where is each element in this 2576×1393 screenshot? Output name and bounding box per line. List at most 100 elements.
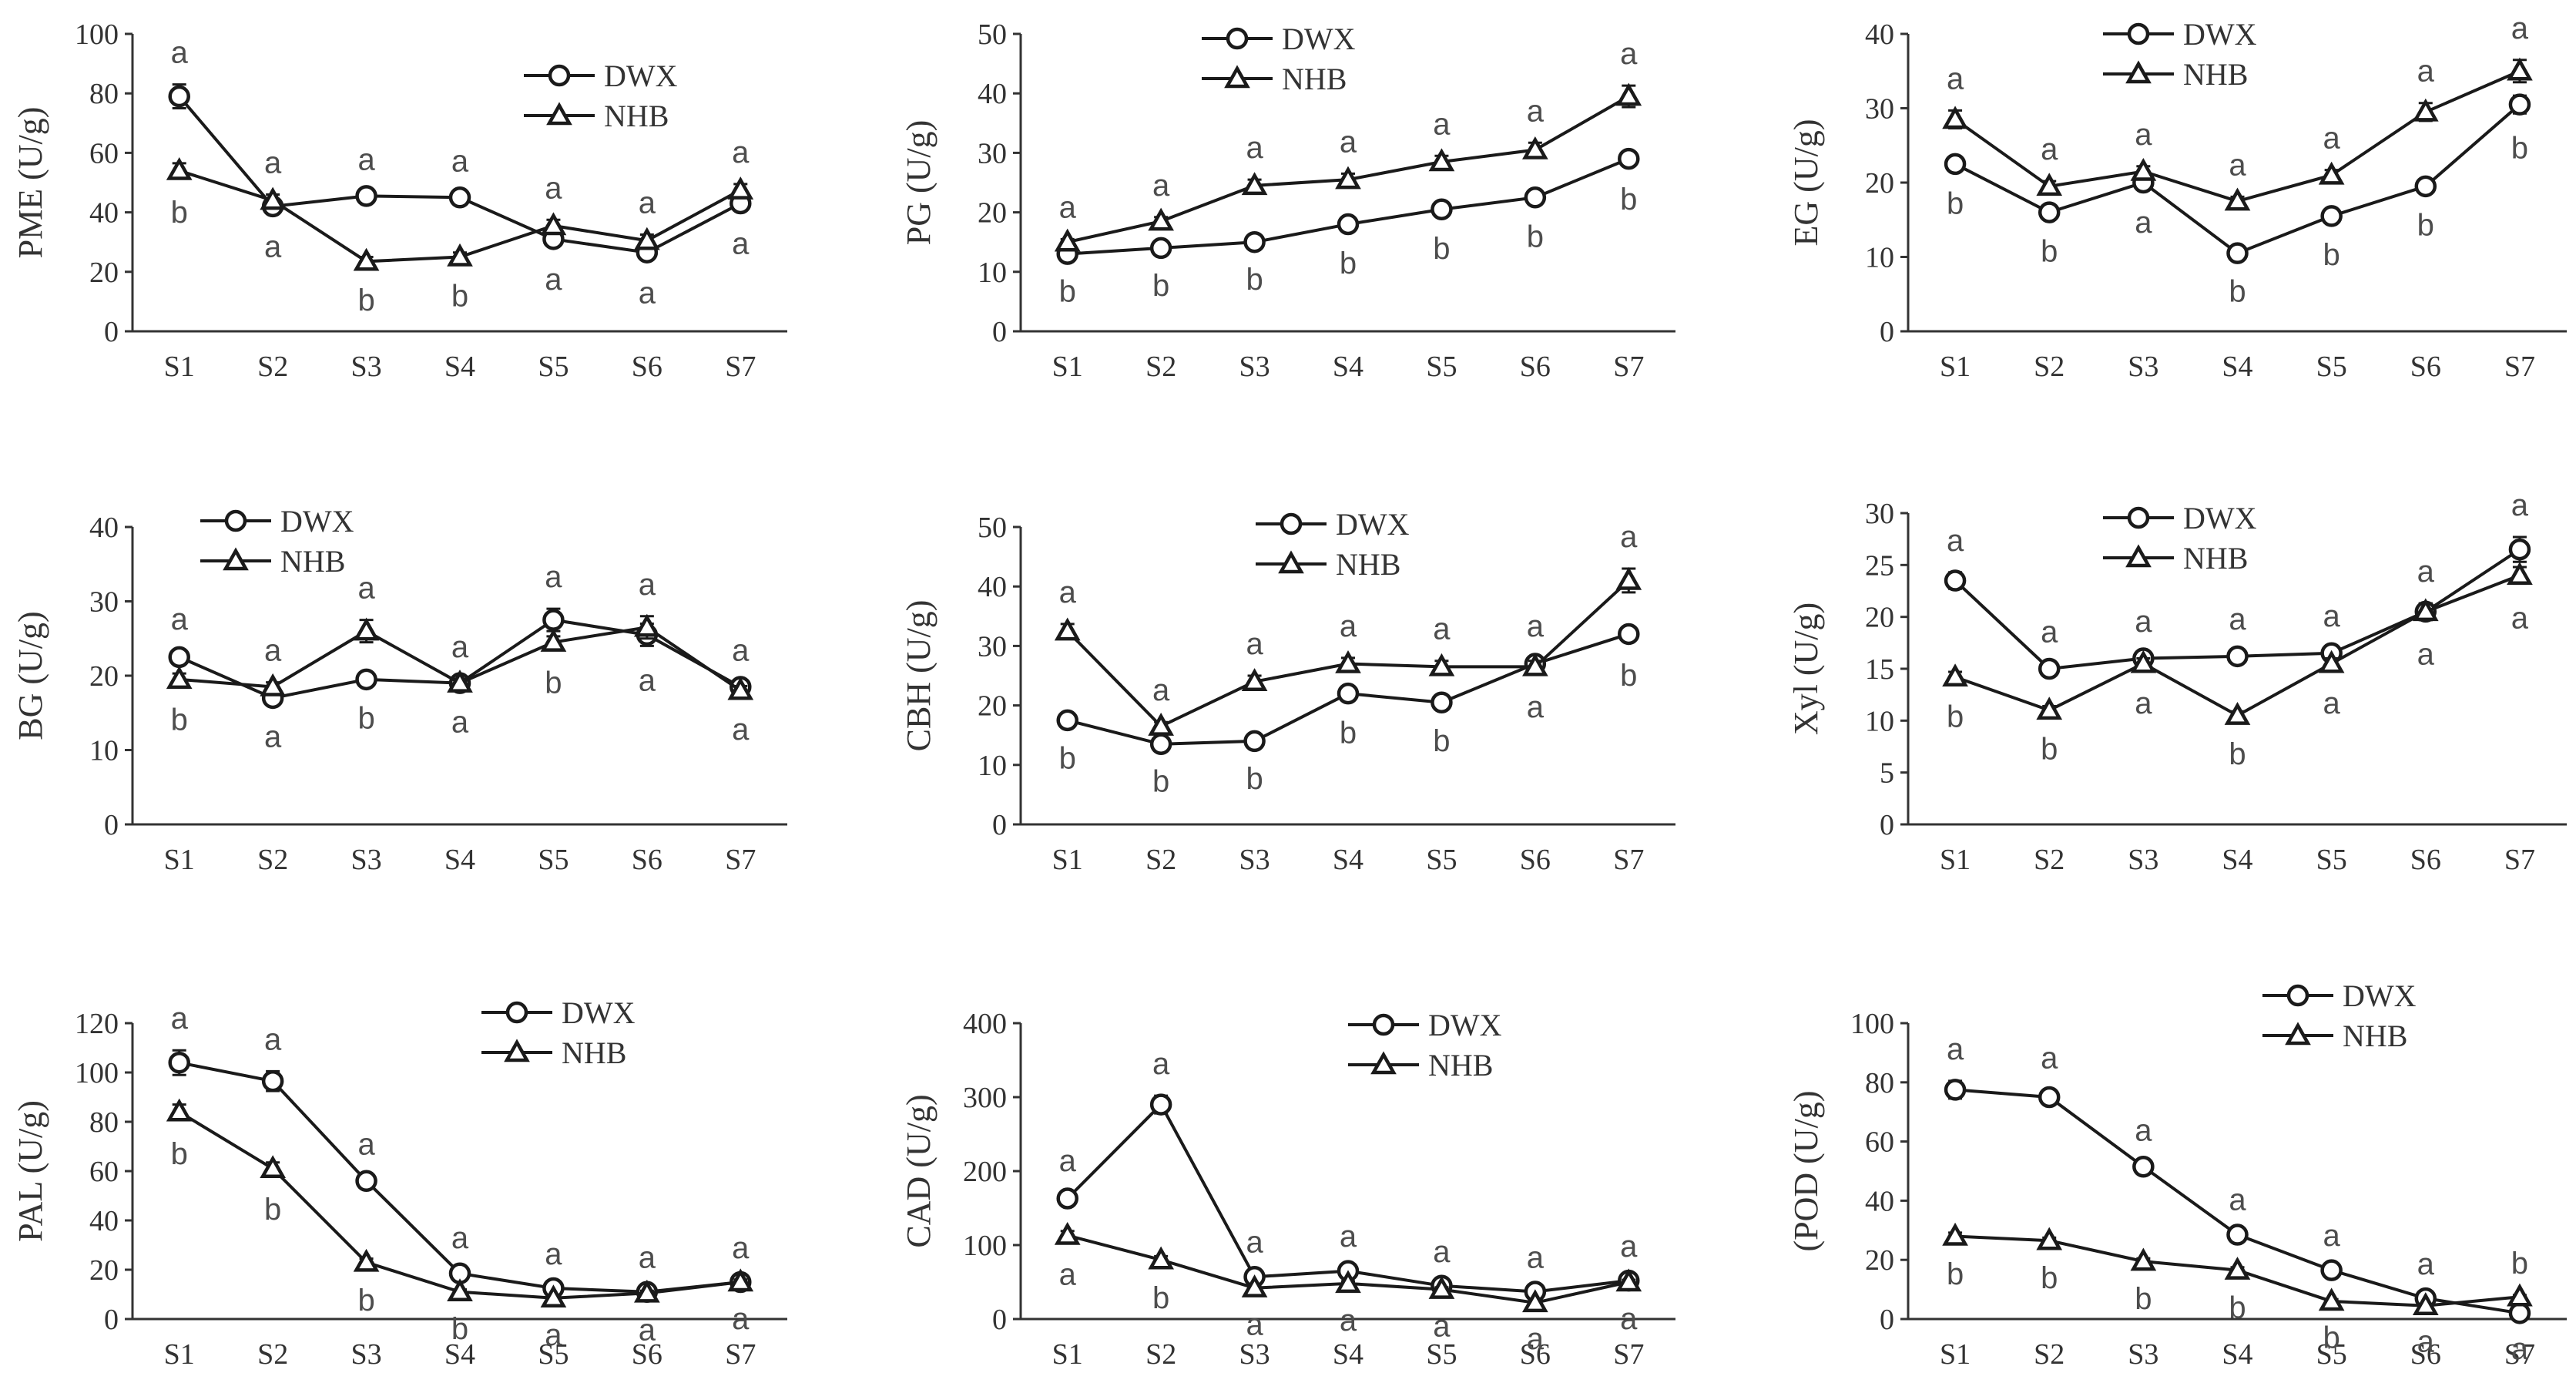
data-point-nhb xyxy=(2412,98,2439,122)
y-axis-title: EG (U/g) xyxy=(1787,119,1825,247)
x-tick-label: S7 xyxy=(1613,351,1644,383)
significance-letter: b xyxy=(357,1284,374,1317)
significance-letter: a xyxy=(732,634,750,668)
data-point-nhb xyxy=(1428,1276,1455,1299)
y-tick-label: 20 xyxy=(978,690,1007,723)
data-point-nhb xyxy=(1148,713,1174,736)
x-tick-label: S1 xyxy=(1940,351,1971,383)
significance-letter: a xyxy=(171,603,189,636)
x-tick-label: S1 xyxy=(164,844,195,876)
data-point-nhb xyxy=(166,666,193,690)
significance-letter: b xyxy=(357,284,374,317)
significance-letter: a xyxy=(1059,190,1077,224)
data-point-dwx xyxy=(1243,230,1266,253)
legend-label-nhb: NHB xyxy=(1282,62,1347,96)
significance-letter: a xyxy=(639,276,656,310)
data-point-nhb xyxy=(447,243,473,267)
y-tick-label: 0 xyxy=(104,1304,119,1336)
x-tick-label: S2 xyxy=(2034,1338,2064,1371)
significance-letter: a xyxy=(264,634,282,668)
significance-letter: a xyxy=(1620,1230,1638,1264)
y-tick-label: 0 xyxy=(1880,809,1894,841)
data-point-dwx xyxy=(1149,1093,1172,1116)
x-tick-label: S7 xyxy=(725,1338,756,1371)
y-tick-label: 60 xyxy=(89,1156,119,1188)
significance-letter: a xyxy=(2135,686,2152,720)
data-point-nhb xyxy=(1615,1268,1642,1292)
significance-letter: a xyxy=(171,36,189,70)
significance-letter: a xyxy=(2417,1247,2435,1281)
x-tick-label: S5 xyxy=(1426,844,1457,876)
significance-letter: a xyxy=(545,1237,562,1271)
y-tick-label: 60 xyxy=(89,137,119,170)
significance-letter: b xyxy=(357,702,374,736)
data-point-nhb xyxy=(447,670,473,693)
chart-panel-3: 0 10 20 30 40 S1 S2 S3 S4 S5 S6 S7 EG (U/g) a b a b a a a b a… xyxy=(1787,12,2567,383)
data-point-nhb xyxy=(2036,1227,2063,1250)
data-point-nhb xyxy=(166,1098,193,1122)
y-tick-label: 80 xyxy=(1865,1067,1894,1099)
y-tick-label: 20 xyxy=(89,1254,119,1287)
y-tick-label: 0 xyxy=(992,809,1007,841)
legend-marker-dwx xyxy=(505,1001,528,1024)
data-point-dwx xyxy=(2508,1302,2531,1324)
significance-letter: a xyxy=(639,1314,656,1348)
significance-letter: b xyxy=(2511,1247,2528,1281)
x-tick-label: S3 xyxy=(351,844,382,876)
legend-label-nhb: NHB xyxy=(562,1036,626,1070)
data-point-nhb xyxy=(353,1248,380,1272)
data-point-nhb xyxy=(2130,650,2157,673)
x-tick-label: S6 xyxy=(2410,1338,2441,1371)
y-tick-label: 100 xyxy=(75,1057,119,1089)
significance-letter: a xyxy=(2135,605,2152,639)
x-tick-label: S3 xyxy=(351,1338,382,1371)
x-tick-label: S2 xyxy=(257,844,288,876)
legend-marker-nhb xyxy=(1224,65,1250,89)
y-tick-label: 5 xyxy=(1880,757,1894,790)
significance-letter: b xyxy=(1340,716,1357,750)
data-point-nhb xyxy=(260,1155,286,1179)
data-point-nhb xyxy=(727,676,754,700)
significance-letter: a xyxy=(732,713,750,747)
x-tick-label: S7 xyxy=(2504,1338,2535,1371)
y-tick-label: 120 xyxy=(75,1008,119,1040)
legend-marker-dwx xyxy=(2286,984,2309,1007)
x-tick-label: S5 xyxy=(538,844,569,876)
legend-marker-nhb xyxy=(2285,1022,2311,1046)
significance-letter: b xyxy=(2041,1261,2058,1295)
significance-letter: a xyxy=(1433,1235,1451,1269)
data-point-nhb xyxy=(2412,598,2439,622)
significance-letter: a xyxy=(1340,125,1357,159)
significance-letter: a xyxy=(1433,1309,1451,1343)
data-point-nhb xyxy=(1054,1221,1081,1245)
y-tick-label: 20 xyxy=(1865,1244,1894,1277)
y-tick-label: 0 xyxy=(104,809,119,841)
data-point-dwx xyxy=(1618,623,1640,646)
significance-letter: b xyxy=(1433,232,1450,266)
significance-letter: a xyxy=(1433,613,1451,646)
data-point-nhb xyxy=(2224,187,2251,211)
x-tick-label: S3 xyxy=(2128,351,2158,383)
data-point-dwx xyxy=(1149,237,1172,260)
significance-letter: a xyxy=(1340,1220,1357,1254)
data-point-nhb xyxy=(1335,166,1361,190)
x-tick-label: S5 xyxy=(1426,351,1457,383)
x-tick-label: S1 xyxy=(1940,844,1971,876)
significance-letter: a xyxy=(2041,133,2058,166)
data-point-dwx xyxy=(1056,709,1078,732)
data-point-nhb xyxy=(260,673,286,696)
data-point-nhb xyxy=(1148,1246,1174,1270)
data-point-nhb xyxy=(353,247,380,271)
x-tick-label: S6 xyxy=(2410,844,2441,876)
data-point-dwx xyxy=(1431,198,1453,220)
significance-letter: a xyxy=(2511,602,2529,636)
data-point-dwx xyxy=(448,186,471,209)
x-tick-label: S2 xyxy=(1145,844,1176,876)
chart-panel-6: 0 5 10 15 20 25 30 S1 S2 S3 S4 S5 S6 S7 Xyl (U/g) a b a b a… xyxy=(1787,488,2567,876)
y-tick-label: 15 xyxy=(1865,653,1894,686)
data-point-dwx xyxy=(542,609,565,631)
data-point-dwx xyxy=(168,646,190,669)
data-point-dwx xyxy=(168,1051,190,1074)
x-tick-label: S3 xyxy=(2128,844,2158,876)
significance-letter: a xyxy=(1620,1302,1638,1336)
